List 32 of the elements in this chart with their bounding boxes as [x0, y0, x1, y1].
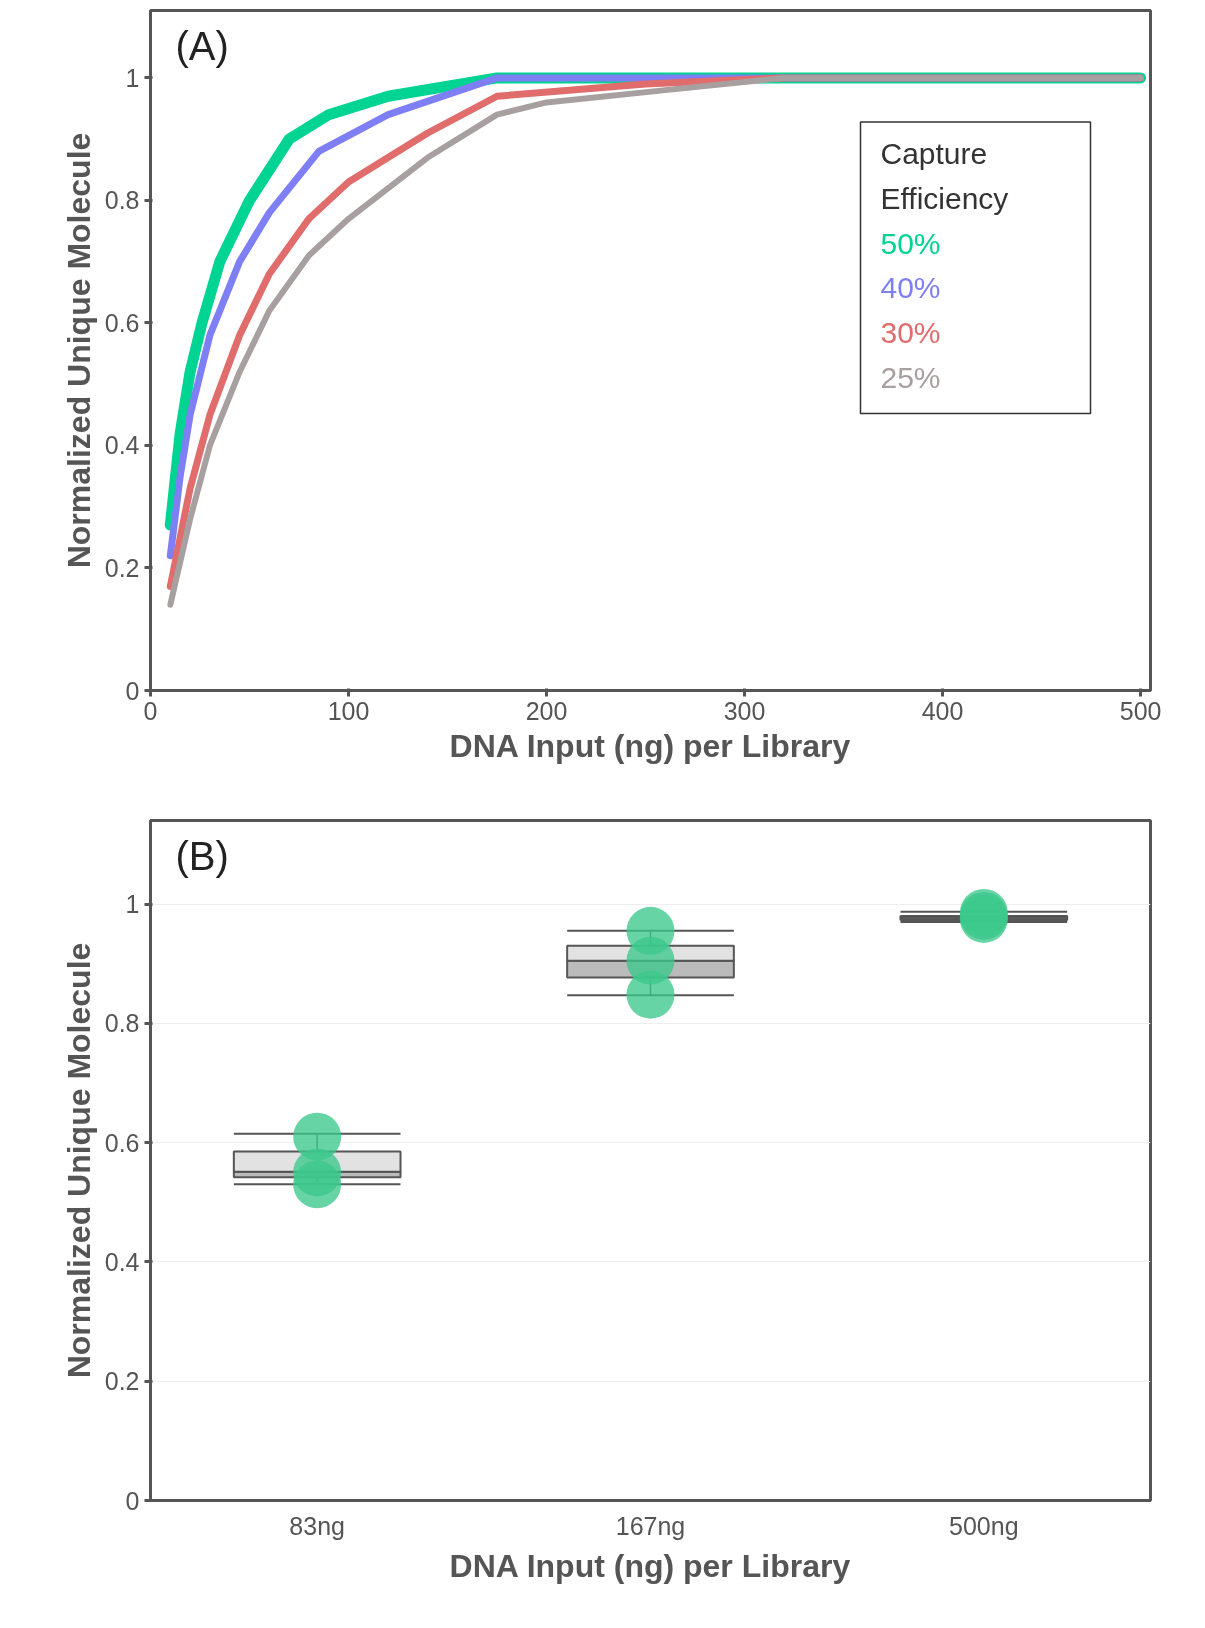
y-tick-label: 0.4 [104, 431, 140, 460]
x-tick-label: 200 [525, 696, 568, 725]
x-axis-title: DNA Input (ng) per Library [449, 727, 851, 764]
x-tick-label: 400 [921, 696, 964, 725]
y-tick-label: 0.4 [104, 1247, 140, 1276]
y-axis-title: Normalized Unique Molecule [60, 942, 97, 1379]
y-tick-label: 0.6 [104, 308, 140, 337]
x-tick-label: 500 [1119, 696, 1162, 725]
y-tick-label: 0 [125, 676, 140, 705]
y-tick-label: 0.8 [104, 186, 140, 215]
text: 40% [880, 271, 941, 305]
text: 50% [880, 226, 941, 260]
x-tick-label: 83ng [289, 1511, 345, 1540]
text: 25% [880, 361, 941, 395]
legend-title: Capture Efficiency [880, 136, 1009, 215]
x-tick-label: 100 [327, 696, 370, 725]
y-tick-label: 1 [125, 890, 140, 919]
y-tick-label: 0.2 [104, 553, 140, 582]
y-tick-label: 1 [125, 63, 140, 92]
x-tick-label: 0 [143, 696, 158, 725]
text: 30% [880, 316, 941, 350]
y-tick-label: 0.2 [104, 1367, 140, 1396]
y-tick-label: 0.8 [104, 1009, 140, 1038]
x-axis-title: DNA Input (ng) per Library [449, 1547, 851, 1584]
x-tick-label: 167ng [615, 1511, 686, 1540]
annotation: (A) [175, 24, 229, 69]
y-tick-label: 0 [125, 1486, 140, 1515]
y-tick-label: 0.6 [104, 1128, 140, 1157]
y-axis-title: Normalized Unique Molecule [60, 132, 97, 569]
x-tick-label: 500ng [949, 1511, 1019, 1540]
x-tick-label: 300 [723, 696, 766, 725]
annotation: (B) [175, 834, 229, 879]
